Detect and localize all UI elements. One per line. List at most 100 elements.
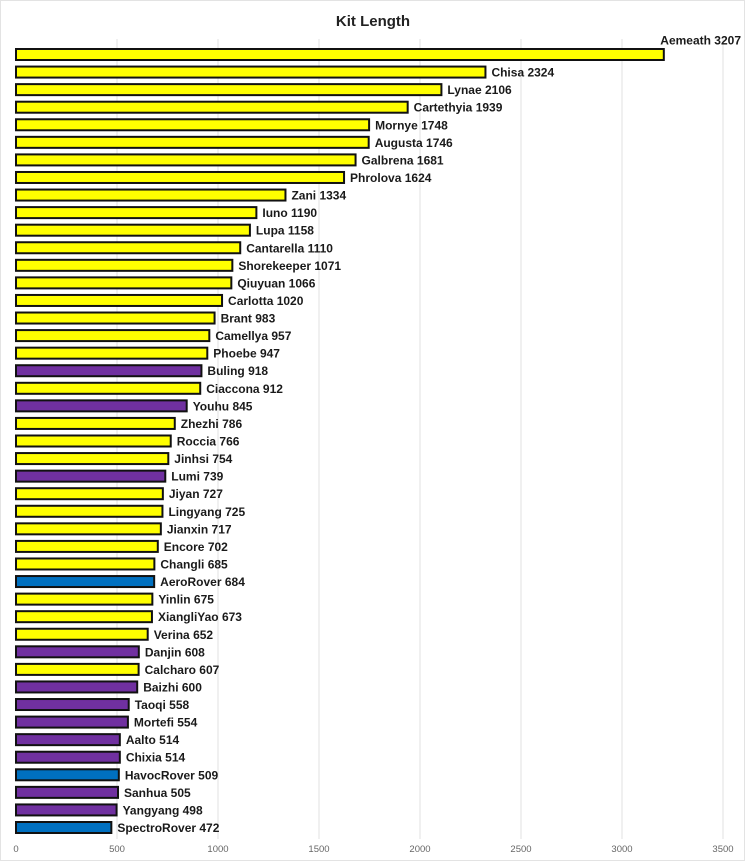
label-value: 2106 bbox=[482, 83, 512, 97]
label-value: 505 bbox=[167, 786, 191, 800]
data-label-encore: Encore 702 bbox=[164, 540, 228, 554]
bar-jiyan bbox=[15, 487, 164, 501]
data-label-mornye: Mornye 1748 bbox=[375, 118, 448, 132]
label-name: Qiuyuan bbox=[237, 276, 285, 290]
bar-lingyang bbox=[15, 504, 164, 518]
data-label-phoebe: Phoebe 947 bbox=[213, 347, 280, 361]
data-label-youhu: Youhu 845 bbox=[193, 399, 253, 413]
label-value: 1110 bbox=[304, 241, 333, 255]
data-label-danjin: Danjin 608 bbox=[145, 645, 205, 659]
bar-camellya bbox=[15, 329, 211, 343]
label-value: 607 bbox=[196, 663, 220, 677]
data-label-zani: Zani 1334 bbox=[291, 189, 346, 203]
data-label-ciaccona: Ciaccona 912 bbox=[206, 382, 283, 396]
label-name: Iuno bbox=[262, 206, 287, 220]
data-label-phrolova: Phrolova 1624 bbox=[350, 171, 432, 185]
label-name: Calcharo bbox=[145, 663, 196, 677]
label-value: 558 bbox=[166, 698, 190, 712]
bar-lupa bbox=[15, 223, 251, 237]
bar-calcharo bbox=[15, 662, 140, 676]
data-label-cantarella: Cantarella 1110 bbox=[246, 241, 333, 255]
label-value: 675 bbox=[191, 593, 215, 607]
data-label-verina: Verina 652 bbox=[154, 628, 214, 642]
label-name: Brant bbox=[221, 312, 252, 326]
bar-ciaccona bbox=[15, 381, 202, 395]
bar-lumi bbox=[15, 469, 167, 483]
bar-mornye bbox=[15, 118, 371, 132]
x-tick-label: 2000 bbox=[409, 844, 430, 855]
x-tick-label: 500 bbox=[109, 844, 125, 855]
bar-danjin bbox=[15, 645, 140, 659]
data-label-aalto: Aalto 514 bbox=[126, 733, 180, 747]
data-label-jinhsi: Jinhsi 754 bbox=[174, 452, 232, 466]
label-name: Jiyan bbox=[169, 487, 200, 501]
label-value: 717 bbox=[208, 522, 232, 536]
label-value: 652 bbox=[190, 628, 214, 642]
bar-yinlin bbox=[15, 592, 154, 606]
label-name: Ciaccona bbox=[206, 382, 260, 396]
bar-aerorover bbox=[15, 575, 156, 589]
bar-shorekeeper bbox=[15, 258, 234, 272]
bar-youhu bbox=[15, 399, 188, 413]
bar-galbrena bbox=[15, 153, 357, 167]
bar-qiuyuan bbox=[15, 276, 233, 290]
bar-roccia bbox=[15, 434, 172, 448]
bar-encore bbox=[15, 539, 159, 553]
data-label-zhezhi: Zhezhi 786 bbox=[181, 417, 243, 431]
label-name: Jinhsi bbox=[174, 452, 209, 466]
bar-mortefi bbox=[15, 715, 129, 729]
data-label-brant: Brant 983 bbox=[221, 312, 276, 326]
label-name: Danjin bbox=[145, 645, 182, 659]
data-label-aemeath: Aemeath 3207 bbox=[660, 34, 741, 48]
bar-chixia bbox=[15, 750, 121, 764]
bar-havocrover bbox=[15, 768, 120, 782]
bars bbox=[15, 48, 665, 834]
label-name: Zhezhi bbox=[181, 417, 219, 431]
label-value: 1071 bbox=[311, 259, 341, 273]
data-label-lingyang: Lingyang 725 bbox=[168, 505, 245, 519]
label-value: 1334 bbox=[316, 189, 346, 203]
data-label-lynae: Lynae 2106 bbox=[447, 83, 512, 97]
bar-aemeath bbox=[15, 48, 665, 61]
data-label-spectrorover: SpectroRover 472 bbox=[117, 821, 219, 835]
bar-jinhsi bbox=[15, 452, 170, 466]
label-value: 947 bbox=[257, 347, 281, 361]
bar-brant bbox=[15, 311, 216, 325]
bar-zani bbox=[15, 188, 287, 202]
label-name: Aemeath bbox=[660, 34, 711, 48]
label-name: Aalto bbox=[126, 733, 156, 747]
bar-jianxin bbox=[15, 522, 162, 536]
label-value: 509 bbox=[195, 768, 219, 782]
bar-aalto bbox=[15, 733, 121, 747]
label-name: Camellya bbox=[215, 329, 268, 343]
label-value: 1624 bbox=[401, 171, 431, 185]
label-value: 1020 bbox=[273, 294, 303, 308]
data-label-galbrena: Galbrena 1681 bbox=[362, 153, 444, 167]
label-name: Yangyang bbox=[123, 803, 180, 817]
x-tick-label: 2500 bbox=[510, 844, 531, 855]
label-name: Shorekeeper bbox=[238, 259, 311, 273]
label-name: Youhu bbox=[193, 399, 229, 413]
label-name: Jianxin bbox=[167, 522, 208, 536]
data-label-shorekeeper: Shorekeeper 1071 bbox=[238, 259, 341, 273]
label-name: Carlotta bbox=[228, 294, 274, 308]
x-tick-label: 3000 bbox=[611, 844, 632, 855]
label-value: 1746 bbox=[423, 136, 453, 150]
label-value: 498 bbox=[179, 803, 203, 817]
label-value: 685 bbox=[204, 557, 228, 571]
data-label-baizhi: Baizhi 600 bbox=[143, 680, 202, 694]
label-name: Cantarella bbox=[246, 241, 304, 255]
x-tick-label: 3500 bbox=[712, 844, 733, 855]
data-label-augusta: Augusta 1746 bbox=[375, 136, 453, 150]
bar-changli bbox=[15, 557, 156, 571]
label-name: HavocRover bbox=[125, 768, 195, 782]
bar-cartethyia bbox=[15, 100, 409, 114]
label-name: Encore bbox=[164, 540, 205, 554]
x-tick-label: 0 bbox=[13, 844, 18, 855]
bar-cantarella bbox=[15, 241, 242, 255]
bar-taoqi bbox=[15, 698, 130, 712]
label-value: 725 bbox=[222, 505, 246, 519]
label-name: AeroRover bbox=[160, 575, 222, 589]
label-name: Lumi bbox=[171, 470, 200, 484]
